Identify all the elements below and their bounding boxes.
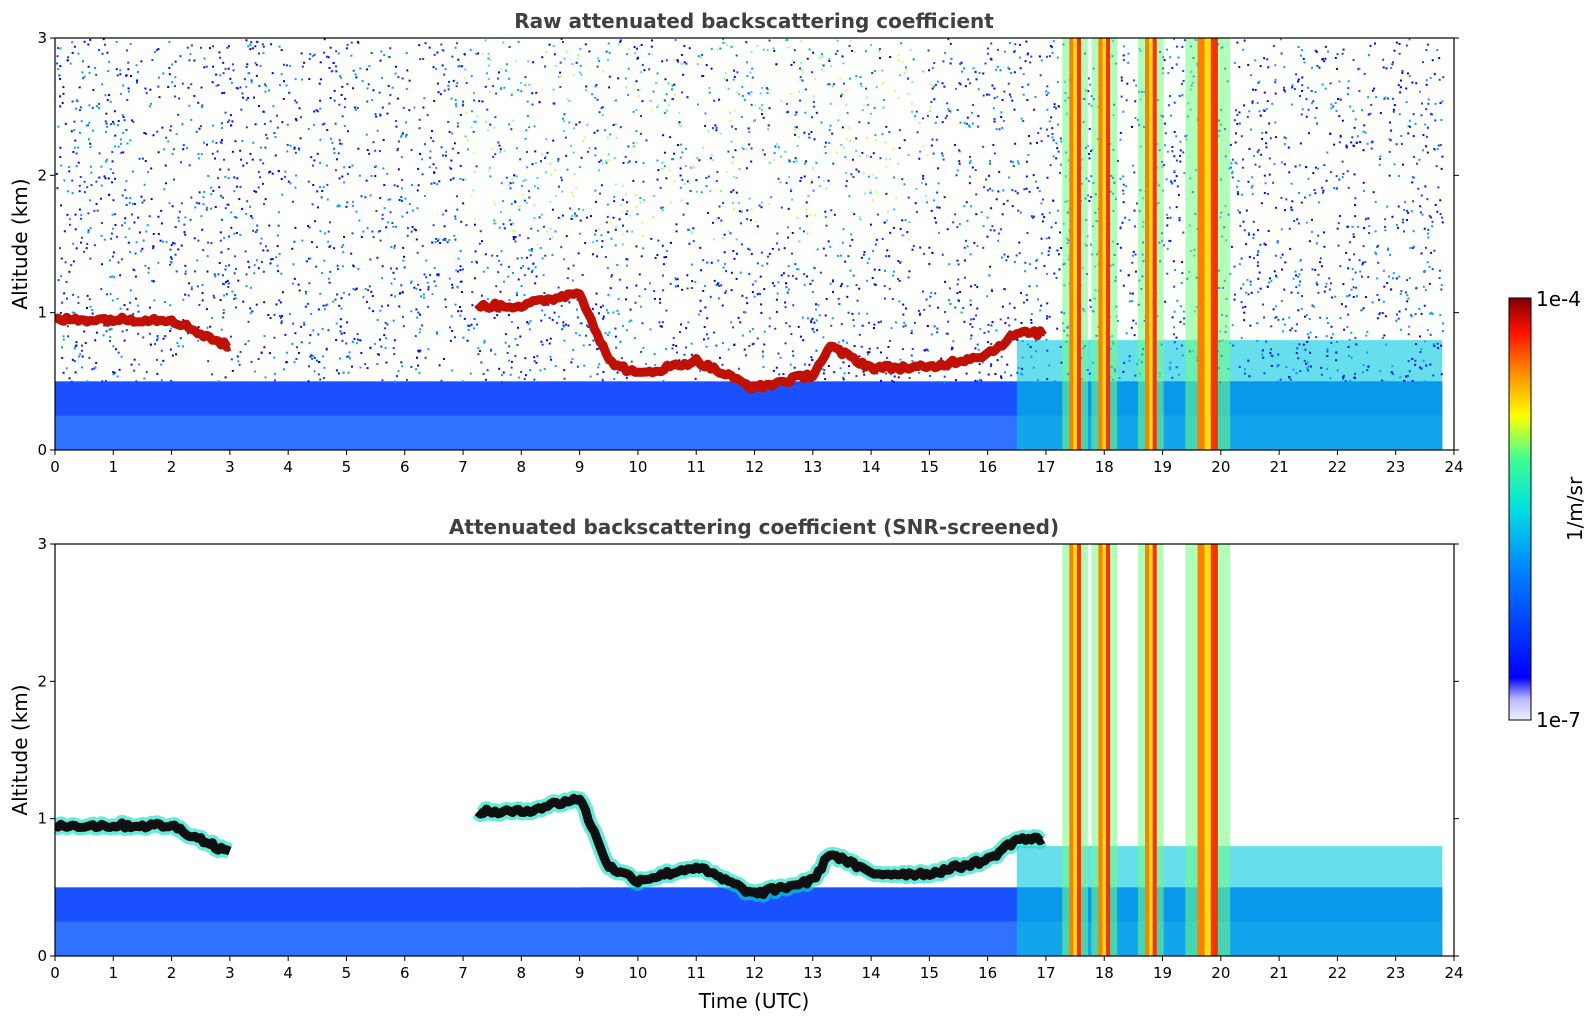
panel-snr: Attenuated backscattering coefficient (S… xyxy=(8,515,1464,1013)
x-tick-label: 1 xyxy=(109,964,119,982)
panel-raw-y-axis: 0 1 2 3 xyxy=(37,29,1459,459)
x-tick-label: 17 xyxy=(1036,964,1055,982)
x-tick-label: 18 xyxy=(1095,458,1114,476)
intense-column-1 xyxy=(1091,544,1118,956)
x-tick-label: 10 xyxy=(628,458,647,476)
x-tick-label: 19 xyxy=(1153,458,1172,476)
x-tick-label: 15 xyxy=(920,964,939,982)
y-tick-label: 2 xyxy=(37,166,47,184)
panel-raw-y-label: Altitude (km) xyxy=(8,178,32,309)
panel-snr-y-axis: 0 1 2 3 xyxy=(37,535,1459,965)
x-tick-label: 4 xyxy=(283,964,293,982)
panel-snr-y-label: Altitude (km) xyxy=(8,684,32,815)
intense-column-3 xyxy=(1185,38,1231,450)
cloud-layer xyxy=(55,288,1047,394)
screened-region xyxy=(480,818,580,888)
y-tick-label: 1 xyxy=(37,304,47,322)
y-tick-label: 1 xyxy=(37,810,47,828)
x-tick-label: 23 xyxy=(1386,964,1405,982)
x-tick-label: 0 xyxy=(50,458,60,476)
x-tick-label: 13 xyxy=(803,964,822,982)
x-tick-label: 3 xyxy=(225,964,235,982)
x-tick-label: 22 xyxy=(1328,964,1347,982)
x-tick-label: 20 xyxy=(1211,458,1230,476)
intense-column-2 xyxy=(1138,544,1164,956)
colorbar: 1e-4 1e-7 1/m/sr xyxy=(1508,287,1587,732)
x-tick-label: 2 xyxy=(167,458,177,476)
panel-snr-heatmap xyxy=(55,544,1443,956)
colorbar-unit-label: 1/m/sr xyxy=(1563,476,1587,541)
x-tick-label: 20 xyxy=(1211,964,1230,982)
x-tick-label: 16 xyxy=(978,458,997,476)
x-tick-label: 8 xyxy=(517,964,527,982)
x-tick-label: 6 xyxy=(400,964,410,982)
colorbar-min-label: 1e-7 xyxy=(1536,708,1581,732)
x-tick-label: 24 xyxy=(1444,964,1463,982)
x-tick-label: 21 xyxy=(1270,458,1289,476)
colorbar-gradient xyxy=(1508,297,1532,721)
y-tick-label: 3 xyxy=(37,535,47,553)
panel-raw: Raw attenuated backscattering coefficien… xyxy=(8,9,1464,476)
x-tick-label: 12 xyxy=(745,964,764,982)
x-tick-label: 4 xyxy=(283,458,293,476)
x-tick-label: 10 xyxy=(628,964,647,982)
x-tick-label: 1 xyxy=(109,458,119,476)
y-tick-label: 0 xyxy=(37,441,47,459)
x-tick-label: 14 xyxy=(862,458,881,476)
x-tick-label: 6 xyxy=(400,458,410,476)
x-tick-label: 7 xyxy=(458,964,468,982)
panel-raw-title: Raw attenuated backscattering coefficien… xyxy=(514,9,994,33)
x-tick-label: 17 xyxy=(1036,458,1055,476)
x-tick-label: 19 xyxy=(1153,964,1172,982)
panel-raw-x-axis: 0 1 2 3 4 5 6 7 8 9 10 11 12 13 14 15 16 17 18 19 20 21 22 23 24 xyxy=(50,450,1464,476)
x-tick-label: 9 xyxy=(575,964,585,982)
x-tick-label: 15 xyxy=(920,458,939,476)
x-tick-label: 8 xyxy=(517,458,527,476)
y-tick-label: 0 xyxy=(37,947,47,965)
x-tick-label: 22 xyxy=(1328,458,1347,476)
panel-snr-x-label: Time (UTC) xyxy=(698,989,810,1013)
x-tick-label: 0 xyxy=(50,964,60,982)
x-tick-label: 13 xyxy=(803,458,822,476)
intense-column-1 xyxy=(1091,38,1118,450)
x-tick-label: 2 xyxy=(167,964,177,982)
x-tick-label: 11 xyxy=(687,458,706,476)
x-tick-label: 9 xyxy=(575,458,585,476)
x-tick-label: 5 xyxy=(342,458,352,476)
panel-snr-x-axis: 0 1 2 3 4 5 6 7 8 9 10 11 12 13 14 15 16 17 18 19 20 21 22 23 24 xyxy=(50,956,1464,982)
colorbar-max-label: 1e-4 xyxy=(1536,287,1581,311)
x-tick-label: 3 xyxy=(225,458,235,476)
x-tick-label: 14 xyxy=(862,964,881,982)
x-tick-label: 23 xyxy=(1386,458,1405,476)
intense-column-3 xyxy=(1185,544,1231,956)
x-tick-label: 12 xyxy=(745,458,764,476)
x-tick-label: 16 xyxy=(978,964,997,982)
background-noise xyxy=(55,38,1445,384)
y-tick-label: 3 xyxy=(37,29,47,47)
intense-column-0 xyxy=(1062,38,1088,450)
x-tick-label: 18 xyxy=(1095,964,1114,982)
panel-snr-title: Attenuated backscattering coefficient (S… xyxy=(449,515,1059,539)
x-tick-label: 24 xyxy=(1444,458,1463,476)
intense-column-2 xyxy=(1138,38,1164,450)
intense-column-0 xyxy=(1062,544,1088,956)
panel-raw-heatmap xyxy=(55,38,1445,450)
x-tick-label: 5 xyxy=(342,964,352,982)
cloud-layer xyxy=(55,793,1046,900)
y-tick-label: 2 xyxy=(37,672,47,690)
x-tick-label: 21 xyxy=(1270,964,1289,982)
x-tick-label: 11 xyxy=(687,964,706,982)
x-tick-label: 7 xyxy=(458,458,468,476)
